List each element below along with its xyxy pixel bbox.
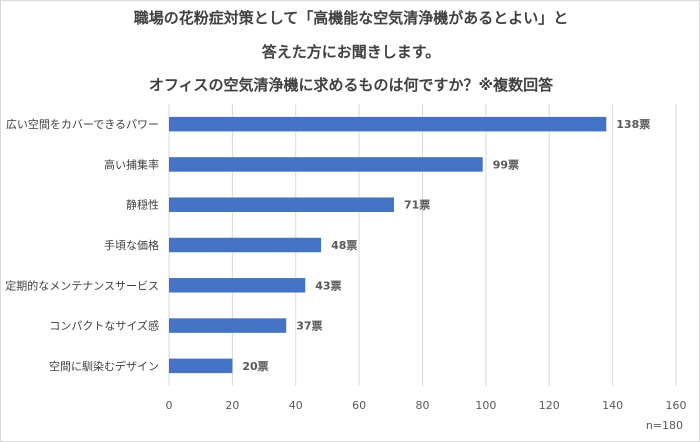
data-label: 20票 — [242, 360, 268, 373]
bar — [169, 237, 322, 253]
category-label: 静穏性 — [126, 198, 159, 212]
x-tick-label: 80 — [416, 399, 430, 412]
x-tick-label: 60 — [352, 399, 366, 412]
chart-title-line-1: 職場の花粉症対策として「高機能な空気清浄機があるとよい」と — [133, 9, 569, 27]
chart-title-line-3: オフィスの空気清浄機に求めるものは何ですか？※複数回答 — [148, 76, 554, 94]
data-label: 71票 — [404, 199, 430, 212]
bar — [169, 157, 483, 172]
x-tick-label: 160 — [666, 399, 687, 412]
category-label: 高い捕集率 — [104, 157, 159, 171]
x-tick-label: 120 — [539, 399, 560, 412]
data-label: 99票 — [493, 158, 519, 171]
data-label: 37票 — [296, 320, 322, 333]
bar — [169, 278, 306, 293]
category-label: 空間に馴染むデザイン — [49, 359, 159, 373]
bar — [169, 318, 287, 333]
bar — [169, 358, 233, 374]
x-tick-label: 40 — [289, 399, 303, 412]
data-label: 48票 — [331, 239, 357, 252]
category-label: 定期的なメンテナンスサービス — [5, 278, 159, 292]
x-tick-label: 20 — [225, 399, 239, 412]
x-tick-label: 100 — [475, 399, 496, 412]
category-label: コンパクトなサイズ感 — [49, 319, 159, 333]
data-label: 43票 — [315, 279, 341, 292]
bar — [169, 116, 607, 132]
sample-size-note: n=180 — [645, 419, 683, 432]
category-label: 手頃な価格 — [104, 238, 159, 252]
x-tick-label: 140 — [602, 399, 623, 412]
data-label: 138票 — [616, 118, 650, 131]
x-tick-label: 0 — [166, 399, 173, 412]
bar — [169, 197, 394, 212]
chart-title-line-2: 答えた方にお聞きします。 — [261, 43, 441, 61]
category-label: 広い空間をカバーできるパワー — [6, 117, 159, 131]
